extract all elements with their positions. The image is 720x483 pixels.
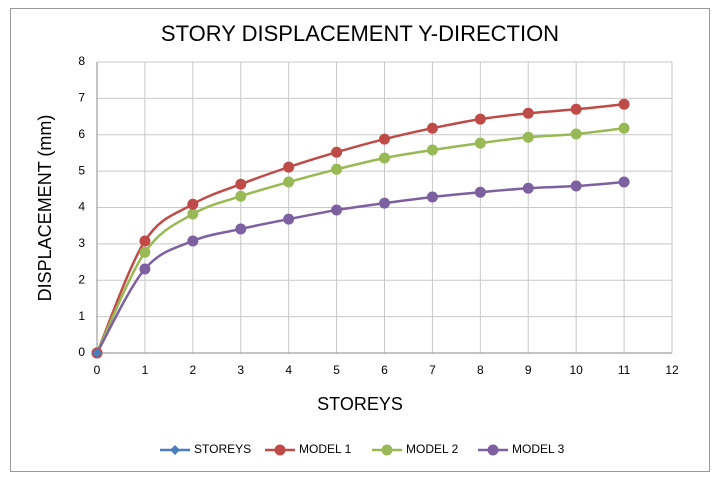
chart-title: STORY DISPLACEMENT Y-DIRECTION bbox=[161, 21, 559, 46]
legend-label: STOREYS bbox=[194, 442, 251, 456]
marker bbox=[618, 98, 630, 110]
marker bbox=[570, 103, 582, 115]
marker bbox=[474, 186, 486, 198]
marker bbox=[331, 204, 343, 216]
legend-label: MODEL 1 bbox=[299, 442, 352, 456]
marker bbox=[331, 146, 343, 158]
marker bbox=[187, 208, 199, 220]
marker bbox=[522, 107, 534, 119]
marker bbox=[570, 180, 582, 192]
x-tick-label: 4 bbox=[285, 363, 292, 377]
marker bbox=[379, 152, 390, 164]
x-tick-label: 11 bbox=[618, 363, 631, 377]
marker bbox=[170, 445, 180, 455]
marker bbox=[570, 128, 582, 140]
marker bbox=[618, 176, 630, 188]
marker bbox=[379, 133, 390, 145]
x-tick-label: 9 bbox=[525, 363, 532, 377]
x-axis-label: STOREYS bbox=[317, 394, 403, 414]
marker bbox=[92, 348, 102, 358]
marker bbox=[426, 122, 438, 134]
marker bbox=[474, 137, 486, 149]
y-tick-label: 7 bbox=[78, 91, 85, 105]
marker bbox=[235, 190, 247, 202]
marker bbox=[381, 444, 393, 456]
marker bbox=[235, 178, 247, 190]
y-tick-label: 3 bbox=[78, 236, 85, 250]
y-tick-label: 2 bbox=[78, 272, 85, 286]
x-tick-label: 12 bbox=[665, 363, 679, 377]
y-tick-label: 5 bbox=[78, 163, 85, 177]
marker bbox=[235, 223, 247, 235]
marker bbox=[426, 144, 438, 156]
x-tick-label: 1 bbox=[142, 363, 149, 377]
marker bbox=[139, 263, 151, 275]
marker bbox=[331, 163, 343, 175]
marker bbox=[474, 113, 486, 125]
marker bbox=[187, 198, 199, 210]
marker bbox=[187, 235, 199, 247]
x-tick-label: 3 bbox=[237, 363, 244, 377]
y-tick-label: 0 bbox=[78, 345, 85, 359]
x-tick-label: 5 bbox=[333, 363, 340, 377]
x-tick-label: 2 bbox=[189, 363, 196, 377]
legend-label: MODEL 3 bbox=[512, 442, 565, 456]
x-tick-label: 7 bbox=[429, 363, 436, 377]
x-tick-label: 6 bbox=[381, 363, 388, 377]
y-tick-label: 4 bbox=[78, 200, 85, 214]
marker bbox=[379, 197, 390, 209]
y-tick-label: 6 bbox=[78, 127, 85, 141]
marker bbox=[283, 161, 295, 173]
marker bbox=[522, 182, 534, 194]
x-tick-label: 10 bbox=[569, 363, 583, 377]
marker bbox=[522, 131, 534, 143]
x-tick-label: 8 bbox=[477, 363, 484, 377]
marker bbox=[283, 213, 295, 225]
y-tick-label: 1 bbox=[78, 309, 85, 323]
marker bbox=[274, 444, 286, 456]
marker bbox=[139, 235, 151, 247]
chart-border bbox=[10, 8, 710, 472]
y-axis-label: DISPLACEMENT (mm) bbox=[35, 115, 55, 302]
marker bbox=[618, 122, 630, 134]
marker bbox=[426, 191, 438, 203]
marker bbox=[283, 176, 295, 188]
marker bbox=[139, 246, 151, 258]
x-tick-label: 0 bbox=[94, 363, 101, 377]
y-tick-label: 8 bbox=[78, 54, 85, 68]
marker bbox=[487, 444, 499, 456]
legend-label: MODEL 2 bbox=[406, 442, 459, 456]
